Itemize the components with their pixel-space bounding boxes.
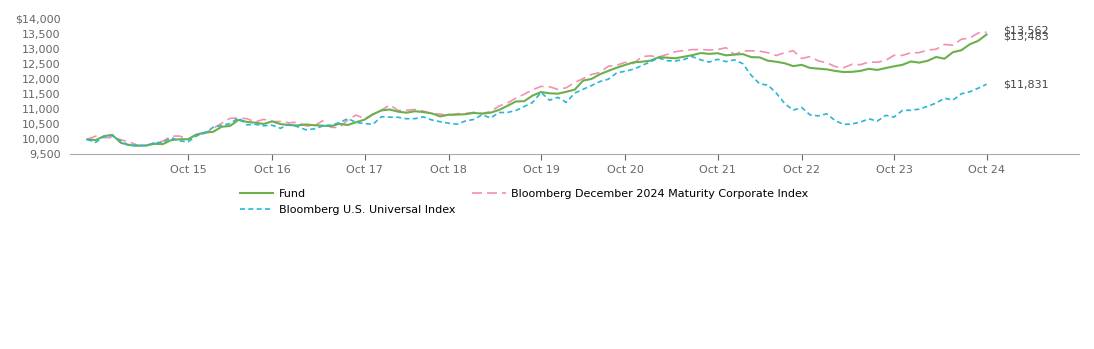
Legend: Fund, Bloomberg U.S. Universal Index, Bloomberg December 2024 Maturity Corporate: Fund, Bloomberg U.S. Universal Index, Bl… — [235, 185, 813, 219]
Text: $13,483: $13,483 — [1003, 32, 1049, 42]
Text: $13,562: $13,562 — [1003, 25, 1049, 35]
Text: $11,831: $11,831 — [1003, 79, 1049, 89]
